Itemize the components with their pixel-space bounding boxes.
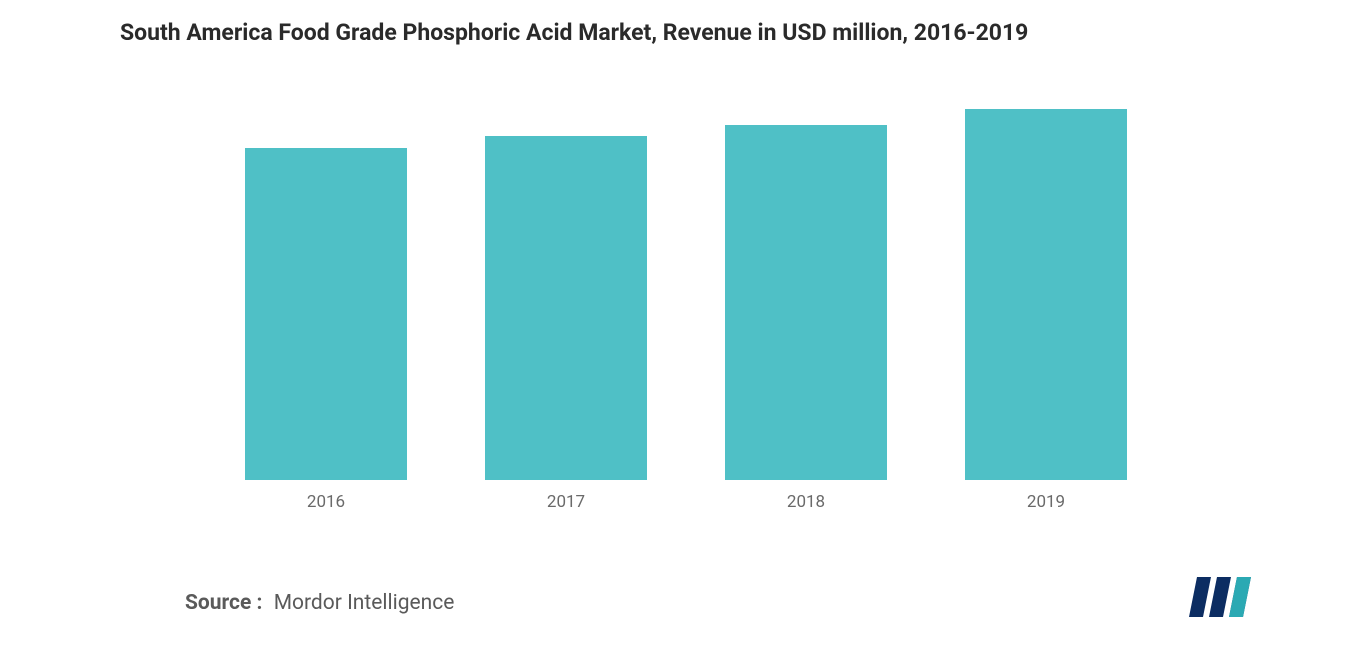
chart-plot-area: 2016201720182019 <box>195 90 1155 480</box>
mordor-logo-icon <box>1187 575 1253 619</box>
xlabel-2018: 2018 <box>725 492 887 512</box>
xlabel-2019: 2019 <box>965 492 1127 512</box>
bar-2018 <box>725 125 887 480</box>
bar-2017 <box>485 136 647 480</box>
xlabel-2016: 2016 <box>245 492 407 512</box>
bar-2016 <box>245 148 407 480</box>
mordor-logo <box>1187 575 1253 619</box>
bars-container: 2016201720182019 <box>195 90 1155 480</box>
bar-2019 <box>965 109 1127 480</box>
xlabel-2017: 2017 <box>485 492 647 512</box>
source-attribution: Source : Mordor Intelligence <box>185 591 454 615</box>
chart-title: South America Food Grade Phosphoric Acid… <box>120 18 1220 48</box>
source-value: Mordor Intelligence <box>274 591 455 615</box>
source-label: Source : <box>185 591 262 615</box>
